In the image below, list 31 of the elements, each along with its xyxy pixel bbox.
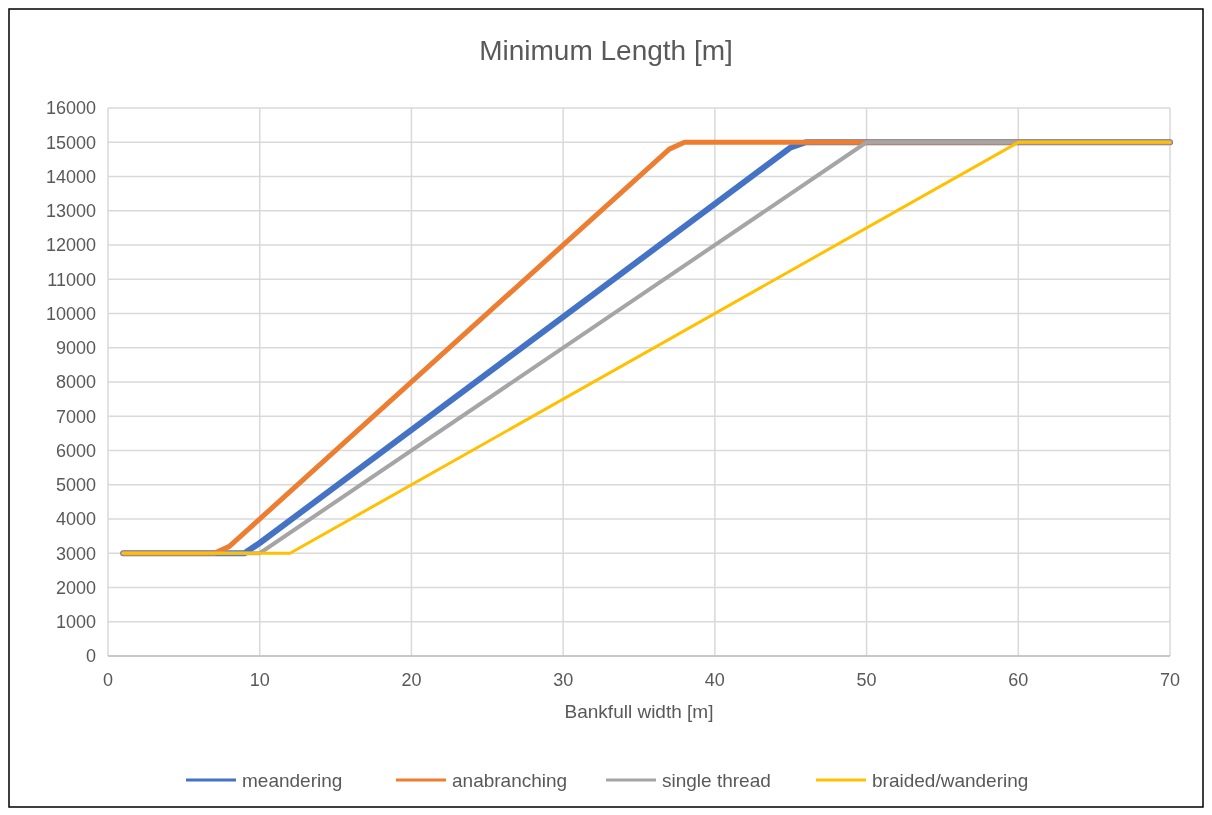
y-tick-label: 13000 [45, 201, 96, 222]
legend-label: anabranching [452, 769, 568, 791]
legend-label: single thread [662, 769, 771, 791]
y-tick-label: 11000 [47, 269, 96, 290]
x-tick-label: 60 [1008, 670, 1029, 690]
y-tick-label: 12000 [45, 235, 96, 256]
y-tick-label: 7000 [55, 406, 96, 427]
x-tick-label: 0 [102, 670, 114, 690]
y-tick-label: 14000 [45, 166, 96, 187]
chart-title: Minimum Length [m] [479, 35, 733, 66]
x-tick-label: 20 [401, 670, 422, 690]
y-tick-label: 15000 [45, 132, 96, 153]
x-tick-label: 40 [704, 670, 725, 690]
y-tick-label: 5000 [55, 475, 96, 496]
y-tick-label: 4000 [55, 509, 96, 530]
x-tick-label: 50 [856, 670, 877, 690]
x-tick-label: 30 [553, 670, 574, 690]
y-tick-label: 3000 [55, 543, 96, 564]
legend-label: meandering [242, 769, 343, 791]
y-tick-label: 6000 [55, 440, 96, 461]
x-tick-label: 10 [249, 670, 270, 690]
x-axis-title: Bankfull width [m] [564, 701, 714, 722]
legend-label: braided/wandering [872, 769, 1029, 791]
y-tick-label: 16000 [45, 98, 96, 119]
y-tick-label: 1000 [55, 612, 96, 633]
y-tick-label: 10000 [45, 303, 96, 324]
y-tick-label: 8000 [55, 372, 96, 393]
y-tick-label: 9000 [55, 338, 96, 359]
y-tick-label: 2000 [55, 577, 96, 598]
x-tick-label: 70 [1159, 670, 1181, 690]
y-tick-label: 0 [85, 646, 96, 667]
